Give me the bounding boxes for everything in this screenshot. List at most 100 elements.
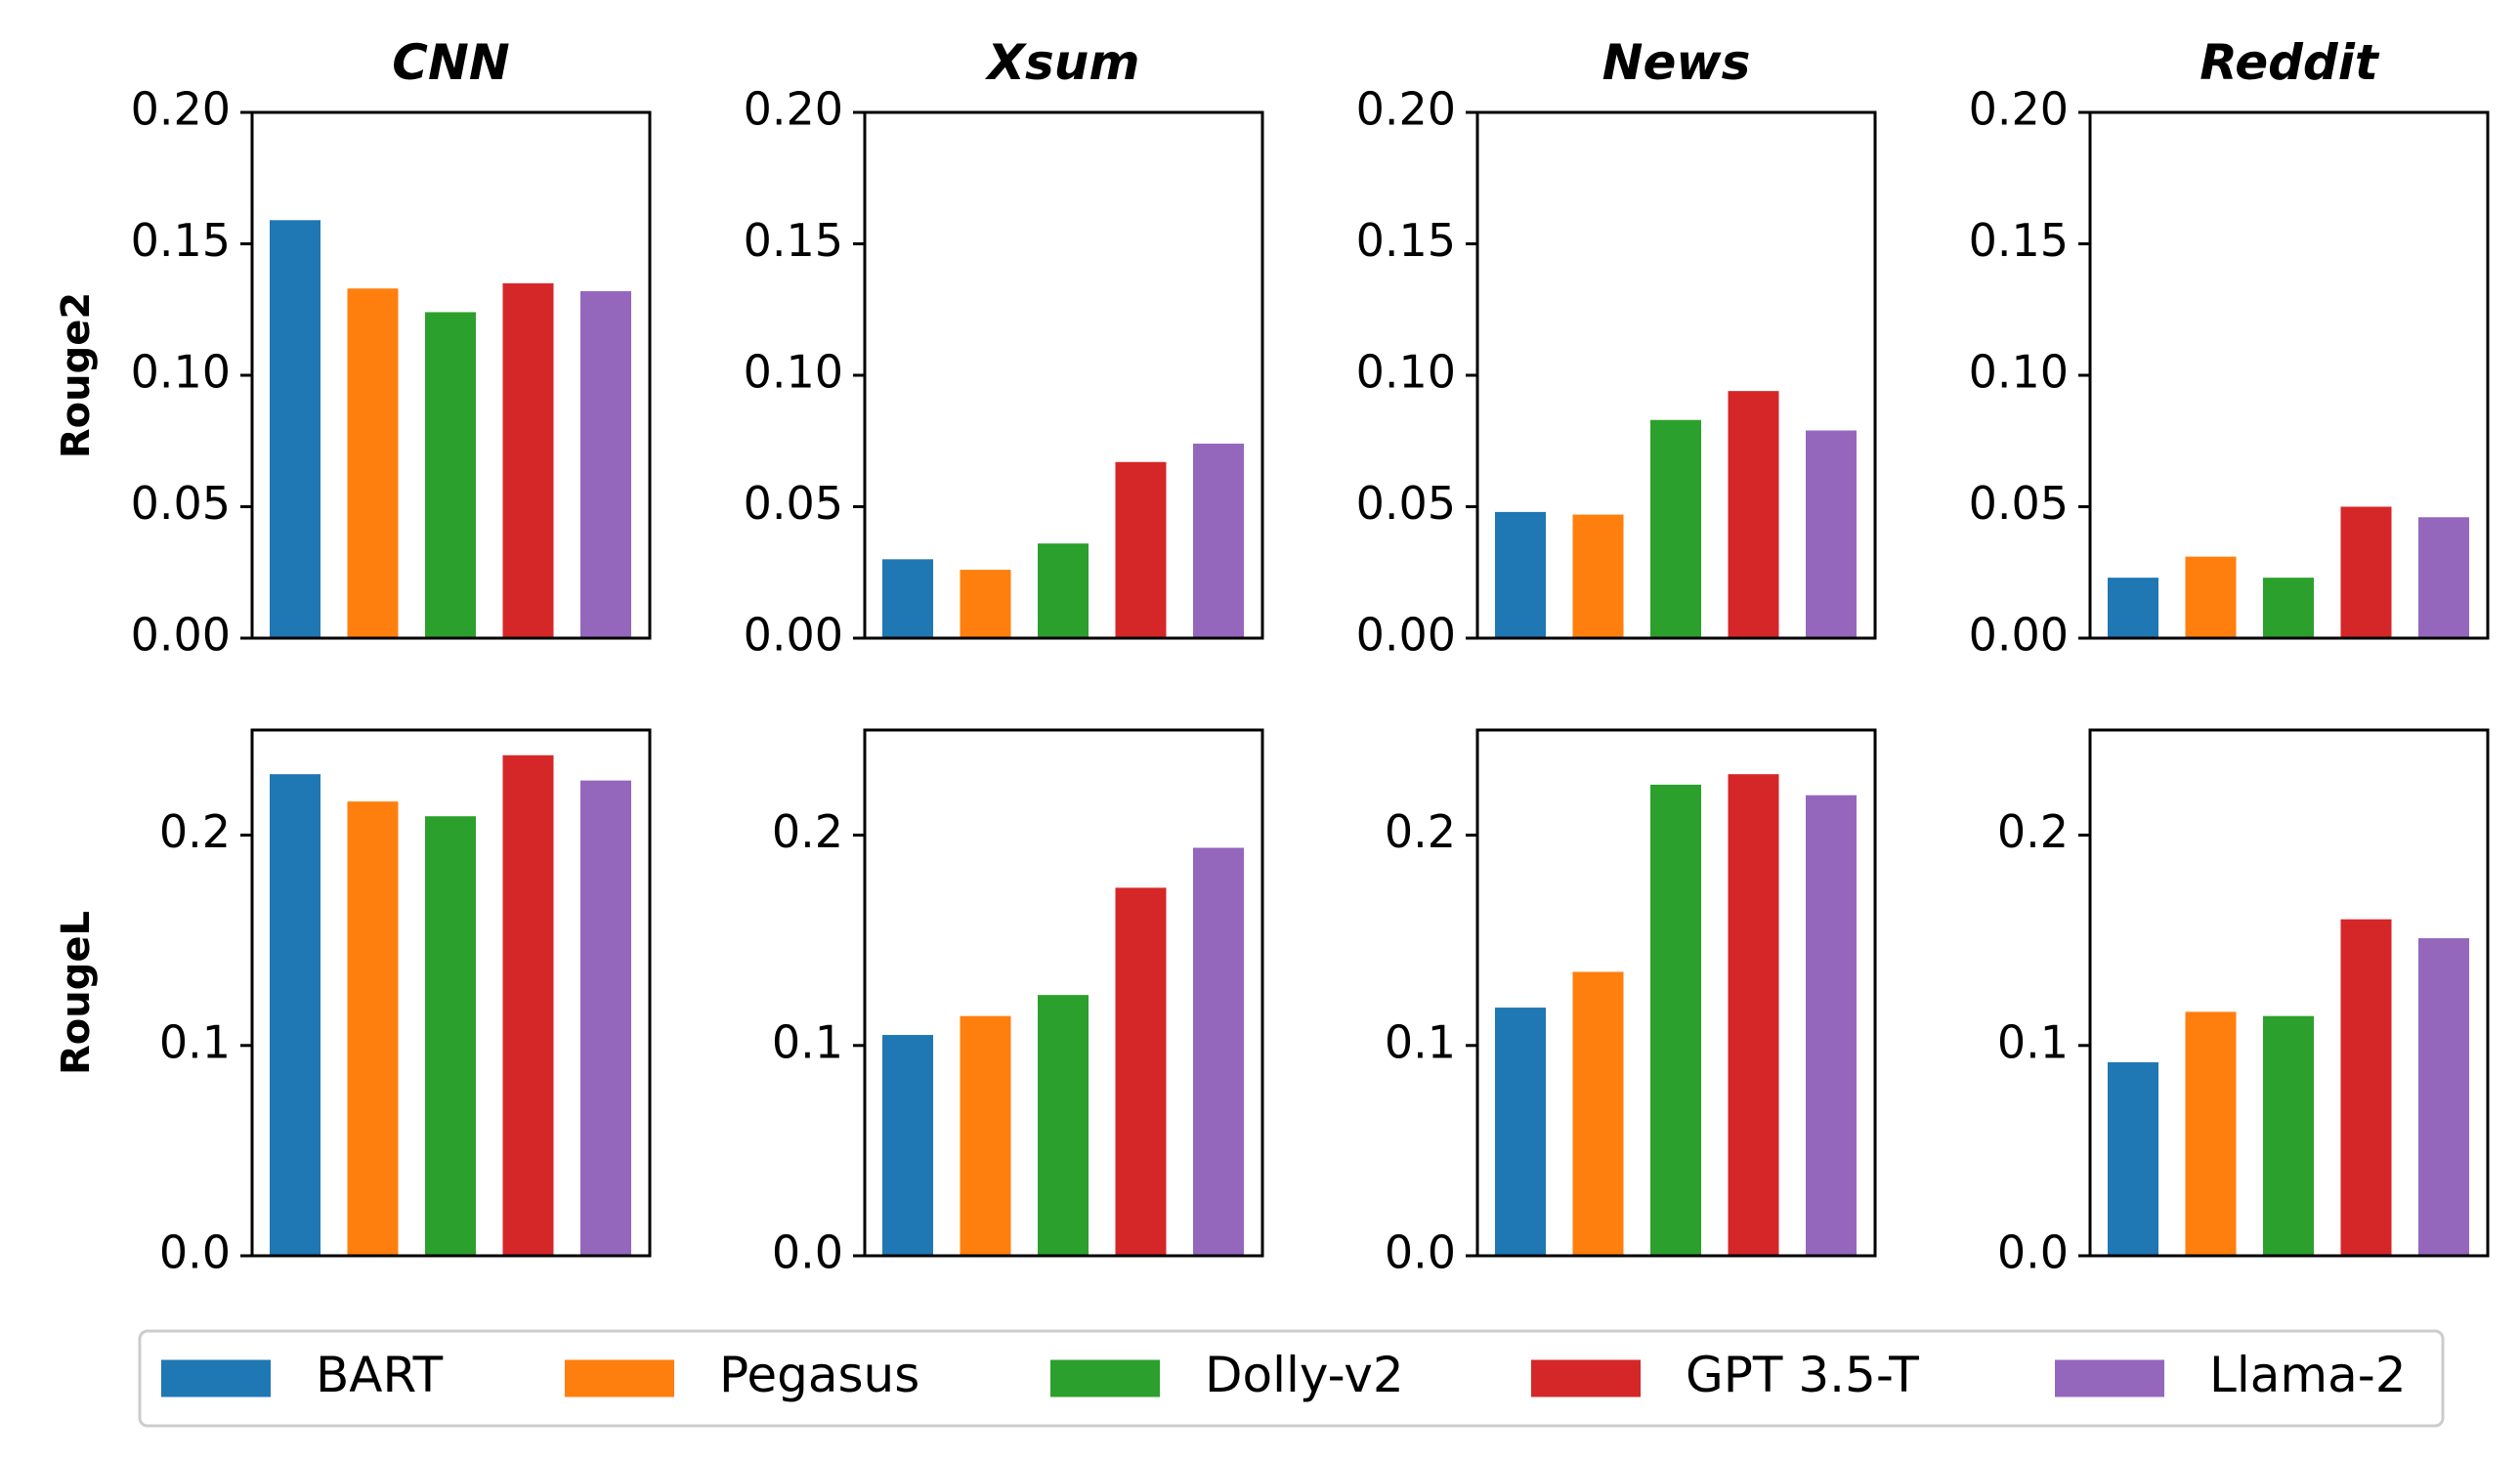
bar-rougel-xsum-dolly-v2: [1038, 995, 1089, 1256]
panel-rougel-cnn: 0.0 0.1 0.2: [159, 728, 652, 1279]
y-tick-label: 0.2: [159, 805, 231, 858]
bar-rougel-news-dolly-v2: [1650, 784, 1701, 1256]
legend-label-gpt-3-5-t: GPT 3.5-T: [1686, 1347, 1919, 1403]
bar-rouge2-news-pegasus: [1572, 514, 1624, 638]
y-tick-label: 0.2: [1385, 805, 1456, 858]
bar-rougel-news-pegasus: [1572, 971, 1624, 1256]
bar-rouge2-xsum-gpt-3-5-t: [1115, 461, 1167, 638]
y-tick-label: 0.10: [1356, 346, 1456, 399]
column-title-reddit: Reddit: [2200, 34, 2380, 91]
legend-swatch-bart: [161, 1359, 271, 1397]
y-tick-label: 0.05: [744, 477, 843, 530]
bar-rouge2-news-llama-2: [1806, 430, 1857, 638]
bar-rouge2-xsum-pegasus: [960, 570, 1011, 638]
y-tick-label: 0.0: [1997, 1226, 2069, 1279]
y-tick-label: 0.00: [131, 609, 231, 662]
legend-swatch-gpt-3-5-t: [1531, 1359, 1641, 1397]
legend-label-llama-2: Llama-2: [2209, 1347, 2407, 1403]
legend-item-bart: BART: [161, 1347, 444, 1403]
bar-rougel-news-llama-2: [1806, 795, 1857, 1256]
y-tick-label: 0.1: [772, 1015, 843, 1068]
y-tick-label: 0.15: [131, 214, 231, 267]
y-tick-label: 0.15: [744, 214, 843, 267]
legend-label-dolly-v2: Dolly-v2: [1205, 1347, 1404, 1403]
panel-rougel-xsum: 0.0 0.1 0.2: [772, 728, 1264, 1279]
legend-item-pegasus: Pegasus: [565, 1347, 919, 1403]
bar-rougel-news-gpt-3-5-t: [1728, 774, 1779, 1256]
y-tick-label: 0.00: [1969, 609, 2069, 662]
legend-swatch-llama-2: [2055, 1359, 2164, 1397]
bar-rouge2-news-dolly-v2: [1650, 419, 1701, 638]
bar-rouge2-xsum-dolly-v2: [1038, 543, 1089, 638]
bar-rouge2-cnn-llama-2: [580, 290, 631, 638]
y-tick-label: 0.15: [1969, 214, 2069, 267]
y-tick-label: 0.0: [772, 1226, 843, 1279]
bar-rouge2-xsum-bart: [882, 559, 933, 638]
bar-rougel-reddit-dolly-v2: [2263, 1015, 2314, 1256]
y-tick-label: 0.1: [1385, 1015, 1456, 1068]
y-tick-label: 0.20: [1356, 83, 1456, 136]
panel-rouge2-news: News 0.00 0.05 0.10 0.15 0.20: [1356, 34, 1877, 662]
bar-rouge2-news-bart: [1495, 511, 1546, 638]
bar-rouge2-cnn-bart: [270, 220, 320, 639]
legend-swatch-pegasus: [565, 1359, 674, 1397]
column-title-xsum: Xsum: [984, 34, 1139, 91]
y-tick-label: 0.10: [131, 346, 231, 399]
panel-rouge2-reddit: Reddit 0.00 0.05 0.10 0.15 0.20: [1969, 34, 2490, 662]
legend-label-pegasus: Pegasus: [719, 1347, 919, 1403]
bar-rougel-reddit-llama-2: [2418, 938, 2469, 1256]
y-tick-label: 0.0: [1385, 1226, 1456, 1279]
y-tick-label: 0.20: [744, 83, 843, 136]
bar-rougel-cnn-gpt-3-5-t: [502, 754, 554, 1256]
row-label-rougel: RougeL: [54, 911, 99, 1075]
y-tick-label: 0.20: [1969, 83, 2069, 136]
y-tick-label: 0.10: [744, 346, 843, 399]
legend-item-gpt-3-5-t: GPT 3.5-T: [1531, 1347, 1919, 1403]
bar-rougel-xsum-pegasus: [960, 1015, 1011, 1256]
legend-item-llama-2: Llama-2: [2055, 1347, 2407, 1403]
bar-rouge2-cnn-dolly-v2: [425, 312, 476, 638]
column-title-news: News: [1602, 34, 1751, 91]
axes-frame: [1475, 728, 1877, 1258]
y-tick-label: 0.0: [159, 1226, 231, 1279]
bar-rouge2-reddit-gpt-3-5-t: [2340, 506, 2392, 638]
axes-frame: [250, 728, 652, 1258]
bar-rougel-cnn-pegasus: [347, 801, 399, 1256]
y-tick-label: 0.00: [1356, 609, 1456, 662]
bar-rouge2-reddit-pegasus: [2185, 556, 2237, 638]
bar-rouge2-cnn-pegasus: [347, 288, 399, 638]
bar-rougel-xsum-gpt-3-5-t: [1115, 887, 1167, 1256]
bar-rougel-cnn-llama-2: [580, 780, 631, 1256]
legend-item-dolly-v2: Dolly-v2: [1050, 1347, 1404, 1403]
y-tick-label: 0.00: [744, 609, 843, 662]
y-tick-label: 0.10: [1969, 346, 2069, 399]
bar-rougel-news-bart: [1495, 1008, 1546, 1256]
y-tick-label: 0.2: [1997, 805, 2069, 858]
panel-rouge2-xsum: Xsum 0.00 0.05 0.10 0.15 0.20: [744, 34, 1264, 662]
legend-swatch-dolly-v2: [1050, 1359, 1160, 1397]
bar-rougel-cnn-bart: [270, 774, 320, 1256]
row-label-rouge2: Rouge2: [54, 292, 99, 458]
bar-rougel-reddit-bart: [2108, 1062, 2158, 1256]
bar-rouge2-reddit-bart: [2108, 578, 2158, 638]
bar-rougel-reddit-pegasus: [2185, 1011, 2237, 1256]
bar-rouge2-news-gpt-3-5-t: [1728, 391, 1779, 638]
legend-box: [138, 1329, 2445, 1428]
legend-label-bart: BART: [316, 1347, 444, 1403]
panel-rouge2-cnn: CNN 0.00 0.05 0.10 0.15 0.20: [131, 34, 652, 662]
panel-rougel-news: 0.0 0.1 0.2: [1385, 728, 1877, 1279]
legend: BART Pegasus Dolly-v2 GPT 3.5-T Llama-2: [138, 1329, 2445, 1428]
y-tick-label: 0.20: [131, 83, 231, 136]
bar-rougel-reddit-gpt-3-5-t: [2340, 919, 2392, 1256]
y-tick-label: 0.1: [159, 1015, 231, 1068]
bar-rougel-xsum-bart: [882, 1035, 933, 1256]
panels: Rouge2 CNN 0.00 0.05 0.10 0.15 0.20 Xsum 0.00 0.0…: [54, 34, 2490, 1279]
y-tick-label: 0.15: [1356, 214, 1456, 267]
y-tick-label: 0.05: [131, 477, 231, 530]
bar-rouge2-cnn-gpt-3-5-t: [502, 282, 554, 638]
bar-rouge2-xsum-llama-2: [1193, 443, 1244, 638]
y-tick-label: 0.2: [772, 805, 843, 858]
column-title-cnn: CNN: [392, 34, 509, 91]
y-tick-label: 0.1: [1997, 1015, 2069, 1068]
